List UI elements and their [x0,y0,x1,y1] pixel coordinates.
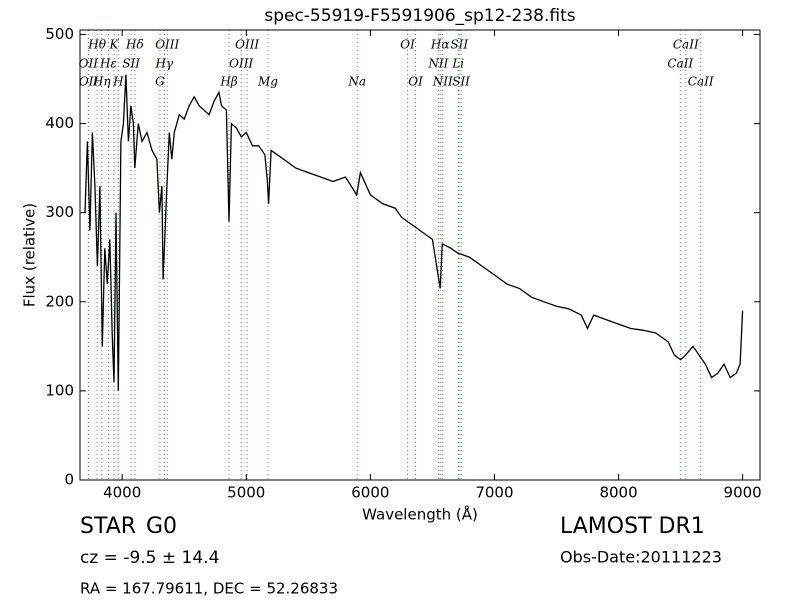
spectral-line-label: Li [451,57,464,71]
y-axis-label: Flux (relative) [21,203,39,307]
spectral-line-label: OIII [155,38,179,52]
spectral-line-label: CaII [688,75,714,89]
spectral-line-label: G [155,75,165,89]
x-tick-label: 7000 [475,484,513,502]
spectral-line-label: NII [432,75,453,89]
spectral-line-label: OIII [235,38,259,52]
spectral-line-label: K [109,38,120,52]
spectral-line-label: Hδ [125,38,144,52]
spectral-line-label: SII [450,38,468,52]
spectral-line-label: OI [408,75,423,89]
y-tick-label: 300 [45,203,74,221]
spectral-line-label: CaII [673,38,699,52]
chart-title: spec-55919-F5591906_sp12-238.fits [264,6,575,26]
spectral-line-label: H [112,75,124,89]
obs-date: Obs-Date:20111223 [560,548,722,567]
spectral-line-label: SII [122,57,140,71]
spectral-line-label: Na [347,75,366,89]
y-tick-label: 100 [45,381,74,399]
spectral-line-label: Hη [92,75,111,89]
spectrum [84,74,744,391]
spectral-line-label: Mg [257,75,278,89]
x-tick-label: 6000 [351,484,389,502]
spectral-line-label: OII [79,57,99,71]
y-tick-label: 0 [64,471,74,489]
object-class: STAR [80,514,136,539]
spectral-line-label: OII [79,75,99,89]
spectral-line-label: SII [452,75,470,89]
x-axis-label: Wavelength (Å) [362,505,478,524]
spectral-line-label: NII [427,57,448,71]
plot-frame [79,29,761,481]
spectral-line-label: Hθ [87,38,106,52]
redshift: cz = -9.5 ± 14.4 [80,548,219,568]
spectral-line-label: CaII [667,57,693,71]
y-tick-label: 400 [45,114,74,132]
spectral-line-label: Hγ [155,57,174,71]
x-tick-label: 9000 [724,484,762,502]
spectral-line-label: OIII [229,57,253,71]
y-tick-label: 200 [45,292,74,310]
survey: LAMOST DR1 [560,514,705,539]
coordinates: RA = 167.79611, DEC = 52.26833 [80,580,338,598]
x-tick-label: 4000 [103,484,141,502]
spectral-line-label: OI [400,38,415,52]
x-tick-label: 8000 [599,484,637,502]
x-tick-label: 5000 [227,484,265,502]
spectral-line-label: Hα [430,38,450,52]
subclass: G0 [146,514,177,539]
spectral-line-label: Hε [99,57,117,71]
spectral-line-label: Hβ [219,75,237,89]
y-tick-label: 500 [45,25,74,43]
